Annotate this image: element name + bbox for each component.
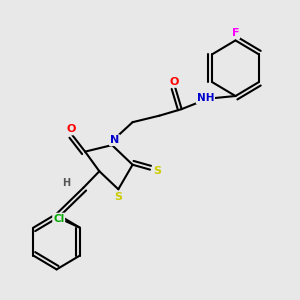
Text: O: O [169,77,178,87]
Text: H: H [62,178,70,188]
Text: O: O [66,124,76,134]
Text: NH: NH [197,93,214,103]
Text: F: F [232,28,239,38]
Text: Cl: Cl [53,214,64,224]
Text: S: S [114,192,122,203]
Text: N: N [110,135,119,145]
Text: S: S [153,166,161,176]
